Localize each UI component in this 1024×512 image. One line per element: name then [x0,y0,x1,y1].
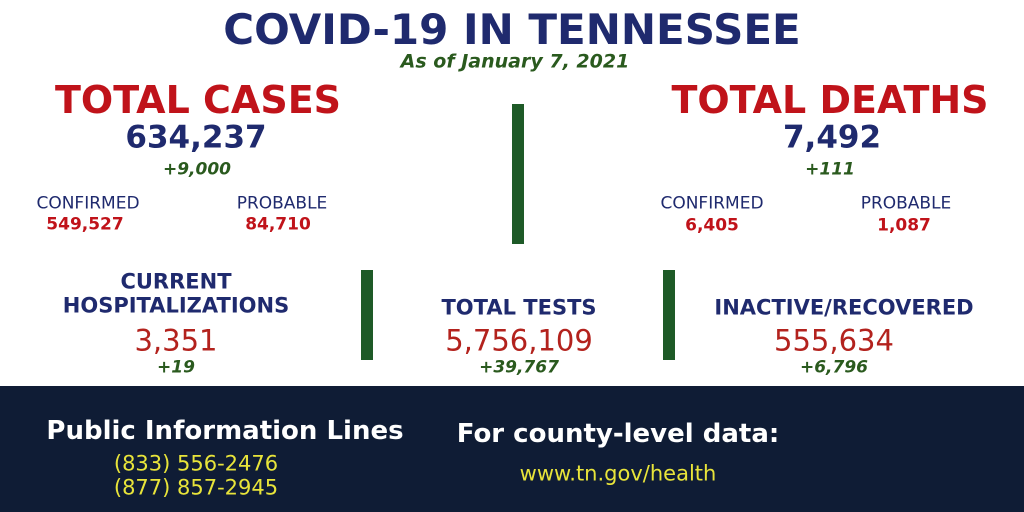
deaths-probable-label: PROBABLE [860,193,952,214]
url: www.tn.gov/health [519,461,717,486]
phone: (877) 857-2945 [113,475,279,500]
data-title: For county-level data: [456,419,780,449]
deaths-total: 7,492 [782,119,882,156]
phone: (833) 556-2476 [113,451,279,476]
cases-probable-label: PROBABLE [236,193,328,214]
tests-change: +39,767 [479,357,559,378]
tests-label: TOTAL TESTS [441,295,597,320]
title: COVID-19 IN TENNESSEE [223,5,801,54]
tests-value: 5,756,109 [445,323,593,358]
hosp-value: 3,351 [134,323,218,358]
deaths-probable: 1,087 [877,215,931,236]
hosp-label: CURRENT [120,269,232,294]
hosp-change: +19 [157,357,195,378]
divider [361,270,373,360]
divider [663,270,675,360]
recovered-value: 555,634 [774,323,894,358]
divider [512,104,524,244]
recovered-label: INACTIVE/RECOVERED [714,295,974,320]
hosp-label: HOSPITALIZATIONS [62,293,290,318]
cases-confirmed: 549,527 [46,214,124,235]
recovered-change: +6,796 [799,357,869,378]
subtitle: As of January 7, 2021 [400,50,630,73]
info-title: Public Information Lines [46,416,404,446]
cases-label: TOTAL CASES [54,78,342,122]
cases-change: +9,000 [162,159,232,180]
cases-confirmed-label: CONFIRMED [36,193,140,214]
cases-probable: 84,710 [245,214,311,235]
deaths-confirmed: 6,405 [685,215,739,236]
deaths-change: +111 [805,159,855,180]
deaths-confirmed-label: CONFIRMED [660,193,764,214]
deaths-label: TOTAL DEATHS [671,78,989,122]
cases-total: 634,237 [125,119,267,156]
footer [0,386,1024,512]
